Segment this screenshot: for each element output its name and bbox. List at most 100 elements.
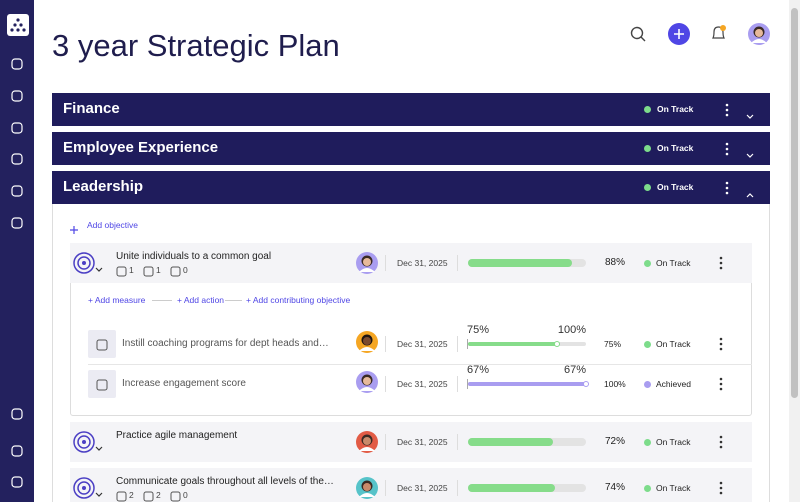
kr-icon [88, 370, 116, 398]
divider [457, 255, 458, 271]
status-label: On Track [656, 257, 691, 268]
nav-icon[interactable] [11, 89, 23, 102]
more-menu-part [719, 481, 723, 495]
nav-icon[interactable] [11, 184, 23, 197]
status-dot [643, 438, 651, 446]
more-menu[interactable] [724, 181, 730, 195]
nav-icon[interactable] [11, 407, 23, 420]
collapse-toggle[interactable] [746, 107, 754, 119]
nav-icon-part-part [11, 90, 23, 102]
search-button[interactable] [630, 26, 646, 42]
status-label: On Track [656, 338, 691, 349]
section-panel [52, 204, 770, 502]
more-menu[interactable] [718, 481, 724, 495]
count-icon-part [143, 491, 154, 502]
collapse-toggle[interactable] [746, 185, 754, 198]
progress-label: 100% [604, 378, 626, 389]
objective-icon [73, 431, 95, 453]
more-menu[interactable] [724, 142, 730, 156]
objective-icon-part [73, 431, 95, 453]
objective-icon-part [73, 252, 95, 274]
objective-icon-part-part [82, 261, 86, 265]
progress-label: 74% [605, 481, 626, 493]
more-menu-part-part [719, 256, 723, 260]
kr-glyph-part [96, 339, 108, 351]
count-icon-part-part [116, 266, 127, 277]
nav-icon[interactable] [11, 121, 23, 134]
objective-header[interactable] [70, 422, 752, 462]
more-menu[interactable] [718, 435, 724, 449]
nav-icon-part [11, 90, 23, 102]
expand-toggle-part-part [95, 446, 103, 451]
avatar-part [356, 431, 378, 453]
avatar-part-part [359, 347, 375, 351]
more-menu-part-part [719, 337, 723, 341]
add-button[interactable] [668, 23, 690, 45]
nav-icon[interactable] [11, 152, 23, 165]
kr-icon [88, 330, 116, 358]
expand-toggle[interactable] [95, 439, 103, 451]
kr-glyph-part-part [96, 339, 108, 351]
more-menu[interactable] [718, 377, 724, 391]
progress-fill [468, 438, 553, 446]
logo[interactable] [7, 14, 29, 36]
due-date: Dec 31, 2025 [397, 378, 448, 389]
nav-icon[interactable] [11, 216, 23, 229]
divider [385, 434, 386, 450]
more-menu-part-part [725, 142, 729, 146]
nav-icon-part [11, 122, 23, 134]
add-link[interactable]: + Add measure [88, 295, 146, 306]
more-menu[interactable] [718, 256, 724, 270]
avatar-part-part [359, 493, 375, 497]
connector [152, 300, 172, 301]
more-menu[interactable] [718, 337, 724, 351]
nav-icon[interactable] [11, 475, 23, 488]
objective-icon-part-part [73, 477, 95, 499]
avatar-part-part [755, 29, 763, 37]
nav-icon[interactable] [11, 57, 23, 70]
objective-icon-part-part [77, 256, 91, 270]
add-icon[interactable] [70, 221, 78, 234]
more-menu-part-part [719, 481, 723, 485]
more-menu-part-part [719, 347, 723, 351]
expand-toggle[interactable] [95, 485, 103, 497]
count-icon [116, 264, 127, 277]
add-button-part-part [674, 29, 684, 39]
notifications-button-part-part [712, 26, 725, 39]
expand-toggle-part [95, 267, 103, 272]
progress-marker [583, 381, 589, 387]
nav-icon-part-part [11, 445, 23, 457]
nav-icon[interactable] [11, 444, 23, 457]
objective-icon-part-part [77, 435, 91, 449]
add-link[interactable]: + Add action [177, 295, 225, 306]
avatar-part [356, 331, 378, 353]
expand-toggle-part [95, 492, 103, 497]
kr-glyph-part [96, 379, 108, 391]
collapse-toggle[interactable] [746, 146, 754, 158]
more-menu[interactable] [724, 103, 730, 117]
count-icon [170, 264, 181, 277]
objective-header[interactable] [70, 243, 752, 283]
collapse-toggle-part [746, 193, 754, 198]
divider [385, 255, 386, 271]
more-menu-part-part [725, 147, 729, 151]
divider [457, 434, 458, 450]
more-menu-part-part [725, 113, 729, 117]
scrollbar-thumb[interactable] [791, 8, 798, 398]
section-title: Employee Experience [63, 138, 219, 156]
avatar-part [356, 252, 378, 274]
more-menu-part-part [719, 342, 723, 346]
status-dot [644, 106, 651, 113]
logo-part [7, 14, 29, 36]
add-objective[interactable]: Add objective [87, 220, 139, 231]
status-dot [643, 340, 651, 348]
expand-toggle[interactable] [95, 260, 103, 272]
search-button-part [630, 26, 646, 42]
add-link[interactable]: + Add contributing objective [246, 295, 351, 306]
count-icon-part [116, 266, 127, 277]
objective-header[interactable] [70, 468, 752, 502]
connector [225, 300, 242, 301]
progress-marker [553, 341, 560, 347]
notifications-button[interactable] [710, 25, 727, 43]
